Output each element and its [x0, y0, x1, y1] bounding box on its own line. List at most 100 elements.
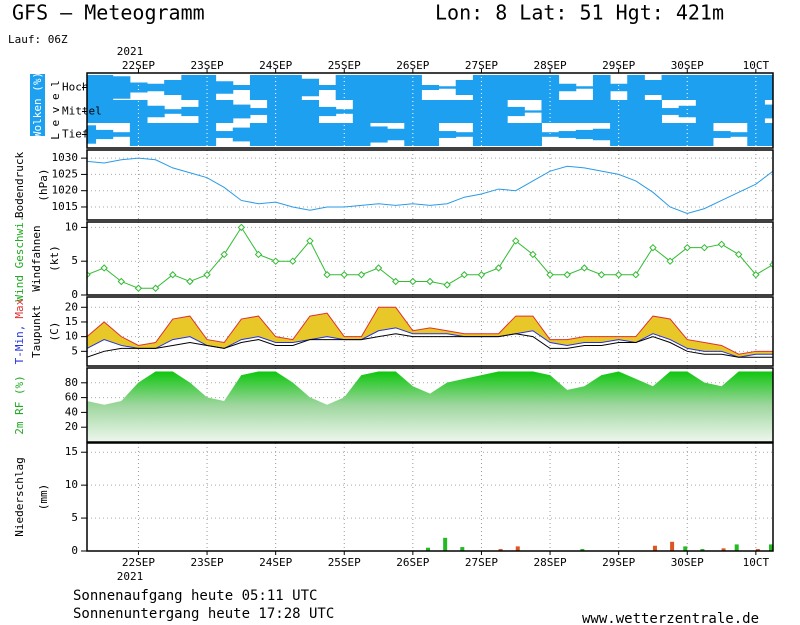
x-tick-label: 23SEP — [190, 59, 223, 72]
panel — [87, 150, 773, 220]
axis-title: (C) — [48, 322, 61, 342]
axis-title: T-Min, Max — [13, 298, 26, 364]
cloud-cell — [764, 75, 773, 100]
marker — [512, 237, 520, 245]
cloud-cell — [730, 132, 748, 137]
cloud-cell — [267, 100, 285, 123]
cloud-cell — [95, 100, 114, 123]
year-top: 2021 — [117, 45, 144, 58]
cloud-cell — [438, 100, 457, 123]
bar — [515, 546, 520, 551]
marker — [409, 277, 417, 286]
sunrise: Sonnenaufgang heute 05:11 UTC — [73, 588, 317, 604]
x-tick-label: 27SEP — [465, 59, 498, 72]
cloud-cell — [301, 123, 320, 146]
cloud-cell — [335, 109, 354, 114]
area-segment — [738, 371, 757, 442]
marker — [237, 223, 246, 232]
cloud-cell — [369, 126, 388, 143]
x-tick-label: 26SEP — [396, 556, 429, 569]
marker — [426, 277, 434, 286]
axis-title: Wind Geschwi. — [13, 215, 26, 301]
x-tick-label: 28SEP — [533, 59, 566, 72]
marker — [271, 257, 280, 265]
cloud-cell — [490, 100, 508, 123]
cloud-cell — [87, 125, 97, 144]
marker — [443, 281, 451, 289]
marker — [494, 264, 503, 272]
area-segment — [309, 397, 328, 442]
marker — [700, 243, 709, 252]
x-tick-label: 10CT — [743, 556, 770, 569]
cloud-cell — [318, 85, 337, 90]
cloud-cell — [507, 75, 525, 100]
cloud-cell — [730, 75, 748, 100]
y-tick-label: 1030 — [52, 151, 79, 164]
bar — [498, 549, 503, 551]
bar — [460, 547, 465, 551]
cloud-cell — [455, 80, 474, 95]
area-segment — [549, 374, 568, 442]
cloud-cell — [644, 80, 663, 95]
cloud-cell — [575, 100, 594, 123]
area-segment — [378, 371, 396, 442]
y-tick-label: 10 — [65, 478, 78, 491]
area-segment — [532, 371, 551, 442]
cloud-cell — [712, 131, 731, 138]
line — [87, 157, 773, 215]
area-segment — [481, 371, 499, 442]
cloud-cell — [421, 85, 440, 90]
cloud-cell — [301, 78, 320, 97]
cloud-cell — [387, 75, 405, 100]
bar — [443, 537, 448, 551]
area-segment — [292, 382, 311, 442]
cloud-cell — [249, 75, 268, 100]
cloud-cell — [164, 80, 182, 95]
marker — [460, 271, 469, 279]
cloud-cell — [181, 75, 199, 100]
marker — [666, 257, 674, 265]
area-segment — [189, 382, 208, 442]
cloud-cell — [592, 128, 611, 141]
marker — [340, 271, 348, 279]
cloud-cell — [490, 75, 508, 100]
y-tick-label: 5 — [71, 344, 78, 357]
cloud-cell — [249, 108, 268, 115]
cloud-cell — [730, 100, 748, 123]
cloud-cell — [764, 123, 773, 146]
bar — [683, 546, 688, 551]
area-segment — [618, 371, 637, 442]
area-segment — [721, 371, 739, 442]
panel-frame — [86, 72, 774, 149]
y-tick-label: 60 — [65, 391, 78, 404]
axis-title: Bodendruck — [13, 152, 26, 219]
bar — [652, 545, 657, 551]
cloud-cell — [164, 109, 182, 114]
cloud-cell — [147, 83, 165, 92]
marker — [529, 250, 537, 259]
axis-title: L e v e l — [49, 80, 62, 140]
x-tick-label: 22SEP — [122, 59, 155, 72]
cloud-cell — [644, 123, 663, 146]
marker — [717, 240, 726, 249]
y-tick-label: 5 — [71, 511, 78, 524]
y-tick-label: 10 — [65, 330, 78, 343]
area-segment — [635, 378, 654, 442]
line — [87, 327, 773, 358]
marker — [391, 277, 400, 286]
y-tick-label: 1025 — [52, 167, 79, 180]
marker — [220, 250, 228, 259]
cloud-cell — [644, 100, 663, 123]
panel-frame — [86, 149, 774, 221]
bar — [580, 549, 585, 551]
cloud-cell — [301, 100, 320, 123]
area-segment — [87, 401, 105, 442]
cloud-cell — [541, 100, 560, 123]
x-tick-label: 10CT — [743, 59, 770, 72]
cloud-cell — [95, 129, 114, 140]
cloud-cell — [490, 123, 508, 146]
axis-title: (kt) — [48, 245, 61, 272]
y-tick-label: 15 — [65, 445, 78, 458]
panel — [87, 368, 773, 442]
cloud-cell — [558, 131, 577, 138]
